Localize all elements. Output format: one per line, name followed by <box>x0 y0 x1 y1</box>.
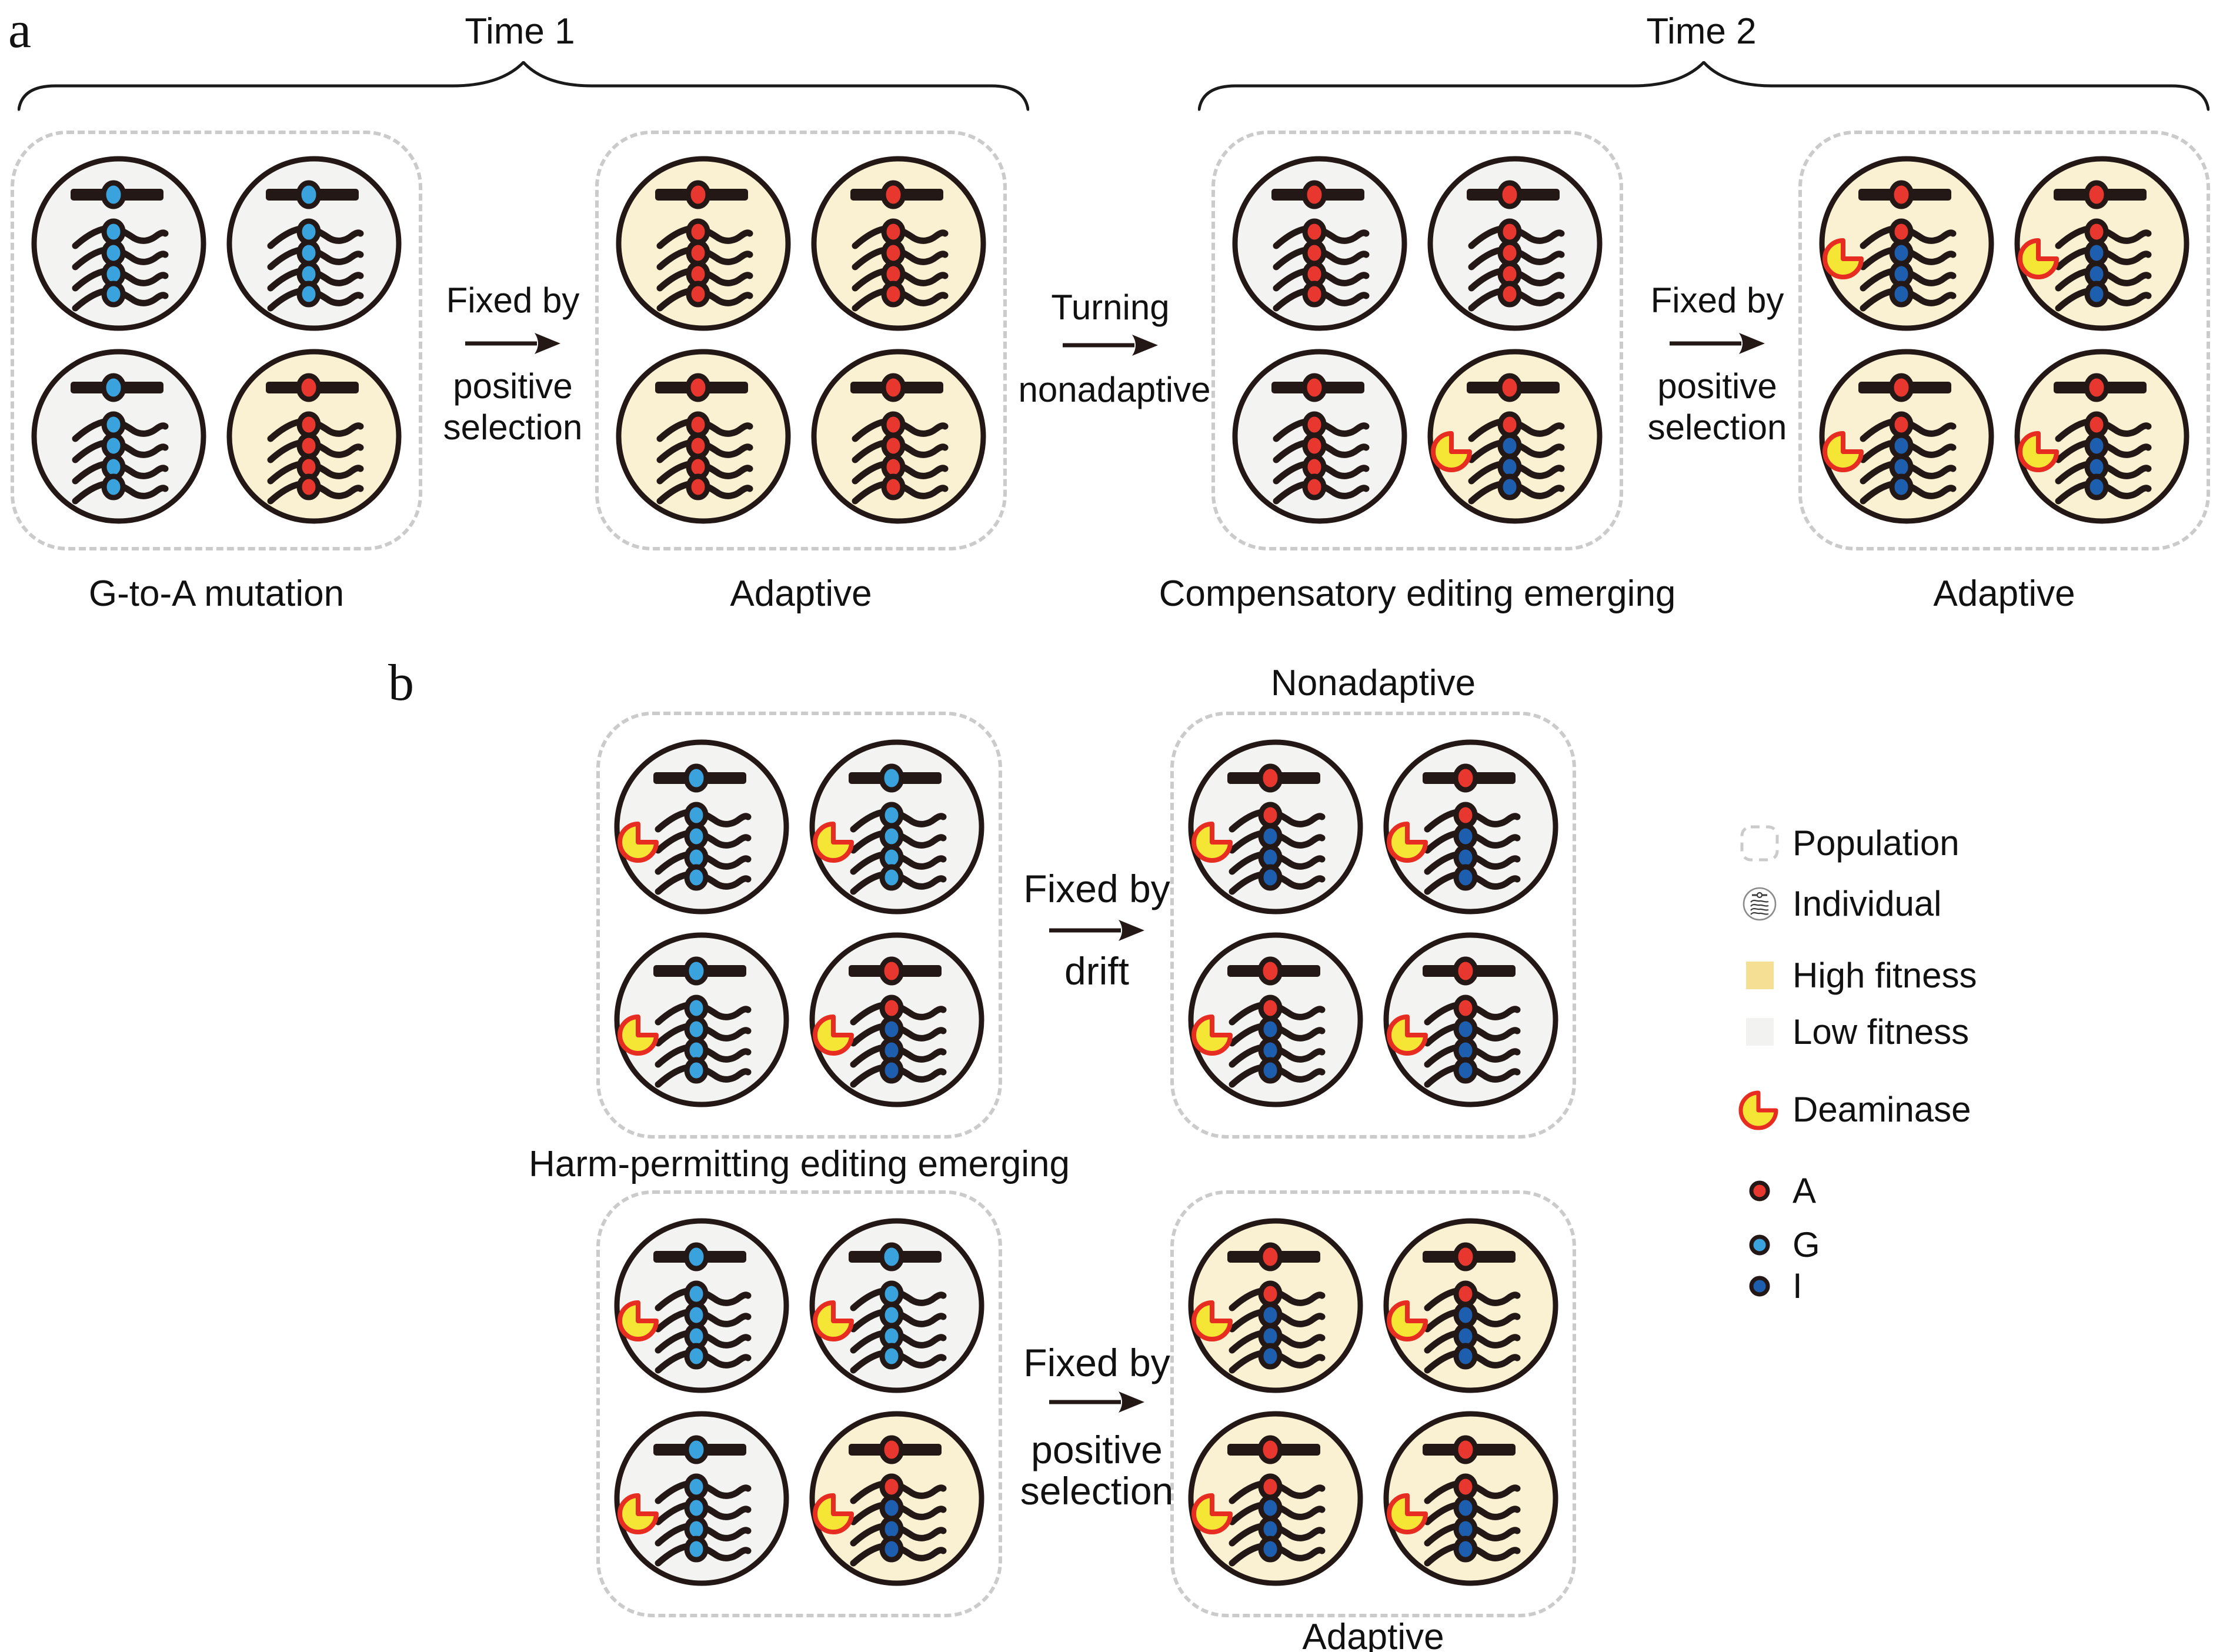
individual-cell <box>1427 348 1603 525</box>
individual-cell <box>1231 155 1408 332</box>
population-icon <box>1736 825 1783 862</box>
population-b2-label: Nonadaptive <box>1270 663 1476 703</box>
individual-cell <box>1383 1410 1559 1587</box>
individual-cell <box>1818 348 1995 525</box>
individual-cell <box>1383 739 1559 915</box>
time1-brace-icon <box>18 61 1029 111</box>
arrow-a2-label-below-1: nonadaptive <box>1018 370 1211 409</box>
base-g-dot <box>1736 1232 1783 1259</box>
population-box-b4 <box>1170 1190 1576 1617</box>
legend-row-low-fitness: Low fitness <box>1736 1012 1969 1052</box>
population-a1-label: G-to-A mutation <box>88 573 345 614</box>
population-box-b2 <box>1170 712 1576 1139</box>
arrow-b2-label-above: Fixed by <box>1023 1341 1170 1384</box>
population-box-a1 <box>11 131 422 550</box>
individual-cell <box>613 1217 790 1394</box>
individual-cell <box>1427 155 1603 332</box>
population-b4-label: Adaptive <box>1302 1617 1444 1652</box>
individual-icon <box>1736 885 1783 923</box>
individual-cell <box>226 155 402 332</box>
arrow-b1-label-below-1: drift <box>1064 949 1130 993</box>
legend-row-base-g: G <box>1736 1224 1820 1265</box>
base-i-dot <box>1736 1273 1783 1300</box>
population-a2-label: Adaptive <box>730 573 872 614</box>
population-box-b1 <box>596 712 1002 1139</box>
panel-b-letter: b <box>388 655 414 712</box>
time2-title: Time 2 <box>1646 11 1757 52</box>
individual-cell <box>613 1410 790 1587</box>
individual-cell <box>810 155 987 332</box>
arrow-b1-icon <box>1049 920 1144 941</box>
legend-row-deaminase: Deaminase <box>1736 1086 1971 1133</box>
low-fitness-swatch <box>1745 1018 1774 1046</box>
individual-cell <box>613 739 790 915</box>
arrow-a3-icon <box>1670 333 1765 354</box>
arrow-a3-label-below-1: positive <box>1657 366 1777 406</box>
population-box-a2 <box>595 131 1007 550</box>
legend-row-base-i: I <box>1736 1266 1803 1306</box>
population-box-a3 <box>1211 131 1623 550</box>
arrow-b2-icon <box>1049 1391 1144 1413</box>
time2-brace-icon <box>1198 61 2209 111</box>
individual-cell <box>1187 1410 1364 1587</box>
legend-label: G <box>1793 1225 1820 1264</box>
population-box-b3 <box>596 1190 1002 1617</box>
arrow-a3-label-below-2: selection <box>1647 408 1787 447</box>
individual-cell <box>1383 1217 1559 1394</box>
legend-row-base-a: A <box>1736 1170 1816 1211</box>
individual-cell <box>809 1217 985 1394</box>
arrow-b2-label-below-1: positive <box>1031 1428 1163 1471</box>
individual-cell <box>809 932 985 1108</box>
arrow-a1-label-below-1: positive <box>453 366 573 406</box>
arrow-a1-icon <box>465 333 560 354</box>
individual-cell <box>2014 348 2190 525</box>
arrow-a2-label-above: Turning <box>1051 288 1170 327</box>
high-fitness-swatch <box>1745 962 1774 989</box>
legend-label: A <box>1793 1171 1817 1210</box>
individual-cell <box>1187 739 1364 915</box>
arrow-b2-label-below-2: selection <box>1020 1469 1174 1513</box>
individual-cell <box>809 1410 985 1587</box>
individual-cell <box>615 155 792 332</box>
legend-label: Individual <box>1793 884 1942 923</box>
individual-cell <box>1187 1217 1364 1394</box>
individual-cell <box>615 348 792 525</box>
legend-label: I <box>1793 1266 1803 1306</box>
legend-label: Population <box>1793 823 1960 863</box>
arrow-b1-label-above: Fixed by <box>1023 867 1170 910</box>
legend-label: High fitness <box>1793 956 1977 995</box>
individual-cell <box>1187 932 1364 1108</box>
arrow-a2-icon <box>1063 335 1158 356</box>
individual-cell <box>1383 932 1559 1108</box>
individual-cell <box>31 155 207 332</box>
deaminase-icon <box>1736 1086 1783 1133</box>
individual-cell <box>810 348 987 525</box>
time1-title: Time 1 <box>465 11 575 52</box>
population-a4-label: Adaptive <box>1933 573 2075 614</box>
population-b1-label: Harm-permitting editing emerging <box>528 1144 1070 1184</box>
population-box-a4 <box>1798 131 2210 550</box>
panel-a-letter: a <box>8 2 32 59</box>
individual-cell <box>1231 348 1408 525</box>
individual-cell <box>809 739 985 915</box>
base-a-dot <box>1736 1177 1783 1204</box>
population-a3-label: Compensatory editing emerging <box>1159 573 1676 614</box>
legend-label: Deaminase <box>1793 1089 1971 1129</box>
legend-label: Low fitness <box>1793 1012 1970 1052</box>
legend-row-high-fitness: High fitness <box>1736 955 1977 996</box>
arrow-a1-label-below-2: selection <box>443 408 583 447</box>
individual-cell <box>1818 155 1995 332</box>
legend-row-population: Population <box>1736 823 1960 863</box>
individual-cell <box>31 348 207 525</box>
individual-cell <box>226 348 402 525</box>
legend-row-individual: Individual <box>1736 883 1942 924</box>
individual-cell <box>2014 155 2190 332</box>
arrow-a1-label-above: Fixed by <box>446 281 580 320</box>
individual-cell <box>613 932 790 1108</box>
arrow-a3-label-above: Fixed by <box>1650 281 1784 320</box>
